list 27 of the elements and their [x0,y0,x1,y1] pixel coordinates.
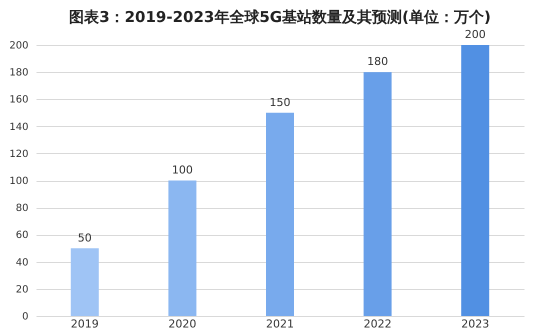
data-label: 50 [78,231,92,244]
bar [168,180,196,316]
x-tick-label: 2021 [266,318,294,330]
x-tick-label: 2019 [70,318,99,330]
y-tick-label: 160 [9,94,28,106]
y-tick-label: 200 [9,40,28,52]
data-label: 150 [270,96,290,109]
y-tick-label: 80 [16,203,28,214]
x-tick-label: 2022 [364,318,392,330]
x-tick-label: 2023 [461,318,490,330]
data-label: 200 [464,28,486,41]
y-tick-label: 0 [22,312,28,322]
bar [461,45,490,316]
y-tick-label: 120 [9,148,28,160]
bar [364,72,392,316]
bar [70,248,99,316]
data-label: 180 [367,55,388,68]
chart-title: 图表3：2019-2023年全球5G基站数量及其预测(单位：万个) [69,8,491,26]
y-tick-label: 40 [16,257,28,268]
y-tick-label: 100 [9,176,28,187]
data-label: 100 [172,164,193,176]
y-tick-label: 20 [16,284,28,296]
x-tick-label: 2020 [168,318,196,330]
y-tick-label: 60 [16,230,28,242]
bar [266,112,294,316]
y-tick-label: 180 [9,68,28,79]
y-tick-label: 140 [9,122,28,133]
